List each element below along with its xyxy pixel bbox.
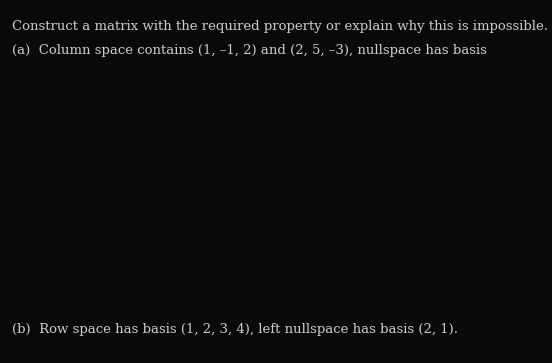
Text: (a)  Column space contains (1, –1, 2) and (2, 5, –3), nullspace has basis: (a) Column space contains (1, –1, 2) and… — [12, 44, 491, 57]
Text: (b)  Row space has basis (1, 2, 3, 4), left nullspace has basis (2, 1).: (b) Row space has basis (1, 2, 3, 4), le… — [12, 323, 458, 336]
Text: Construct a matrix with the required property or explain why this is impossible.: Construct a matrix with the required pro… — [12, 20, 548, 33]
